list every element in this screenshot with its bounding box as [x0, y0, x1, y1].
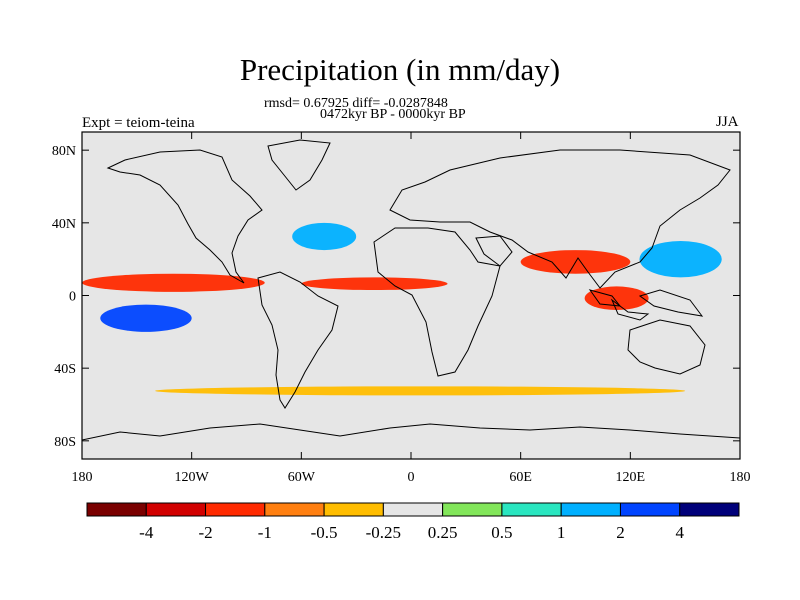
x-tick-label: 120W — [175, 470, 210, 485]
y-tick-label: 0 — [69, 290, 76, 305]
colorbar-swatch — [145, 502, 207, 517]
colorbar-label: 0.25 — [428, 523, 458, 542]
anomaly-feature-7 — [100, 304, 192, 332]
colorbar-swatch — [205, 502, 266, 517]
y-tick-label: 40N — [52, 217, 76, 232]
anomaly-feature-2 — [301, 277, 448, 291]
colorbar-swatch — [86, 502, 147, 517]
colorbar-label: 1 — [557, 523, 566, 542]
period-label: 0472kyr BP - 0000kyr BP — [320, 107, 466, 122]
colorbar-label: -1 — [258, 523, 272, 542]
x-tick-label: 60E — [509, 470, 532, 485]
x-tick-label: 0 — [408, 470, 415, 485]
anomaly-feature-6 — [639, 240, 722, 278]
x-tick-label: 180 — [730, 470, 751, 485]
colorbar: -4 -2 -1 -0.5 -0.25 0.25 0.5 1 2 4 — [86, 502, 740, 542]
y-tick-label: 80S — [54, 435, 76, 450]
colorbar-label: 2 — [616, 523, 625, 542]
colorbar-swatch — [501, 502, 562, 517]
anomaly-feature-1 — [82, 273, 265, 292]
colorbar-swatch — [442, 502, 503, 517]
anomaly-feature-4 — [584, 286, 649, 311]
colorbar-swatch — [264, 502, 325, 517]
season-label: JJA — [716, 114, 739, 130]
colorbar-swatch — [560, 502, 621, 517]
coastlines — [82, 139, 740, 441]
x-tick-label: 60W — [288, 470, 316, 485]
colorbar-swatch — [619, 502, 681, 517]
colorbar-swatch — [679, 502, 740, 517]
colorbar-label: -2 — [198, 523, 212, 542]
colorbar-label: 0.5 — [491, 523, 512, 542]
experiment-label: Expt = teiom-teina — [82, 115, 195, 131]
anomaly-feature-5 — [292, 222, 357, 251]
stats-line: rmsd= 0.67925 diff= -0.0287848 — [264, 96, 448, 111]
colorbar-label: -0.5 — [311, 523, 338, 542]
y-tick-label: 40S — [54, 362, 76, 377]
colorbar-label: -4 — [139, 523, 154, 542]
anomaly-feature-8 — [155, 386, 686, 396]
precip-anomaly-field — [82, 222, 722, 396]
x-tick-label: 180 — [72, 470, 93, 485]
y-tick-label: 80N — [52, 144, 76, 159]
x-tick-label: 120E — [616, 470, 646, 485]
colorbar-swatch — [323, 502, 384, 517]
chart-title: Precipitation (in mm/day) — [239, 52, 561, 87]
colorbar-label: 4 — [675, 523, 684, 542]
colorbar-swatch — [382, 502, 444, 517]
colorbar-label: -0.25 — [366, 523, 401, 542]
